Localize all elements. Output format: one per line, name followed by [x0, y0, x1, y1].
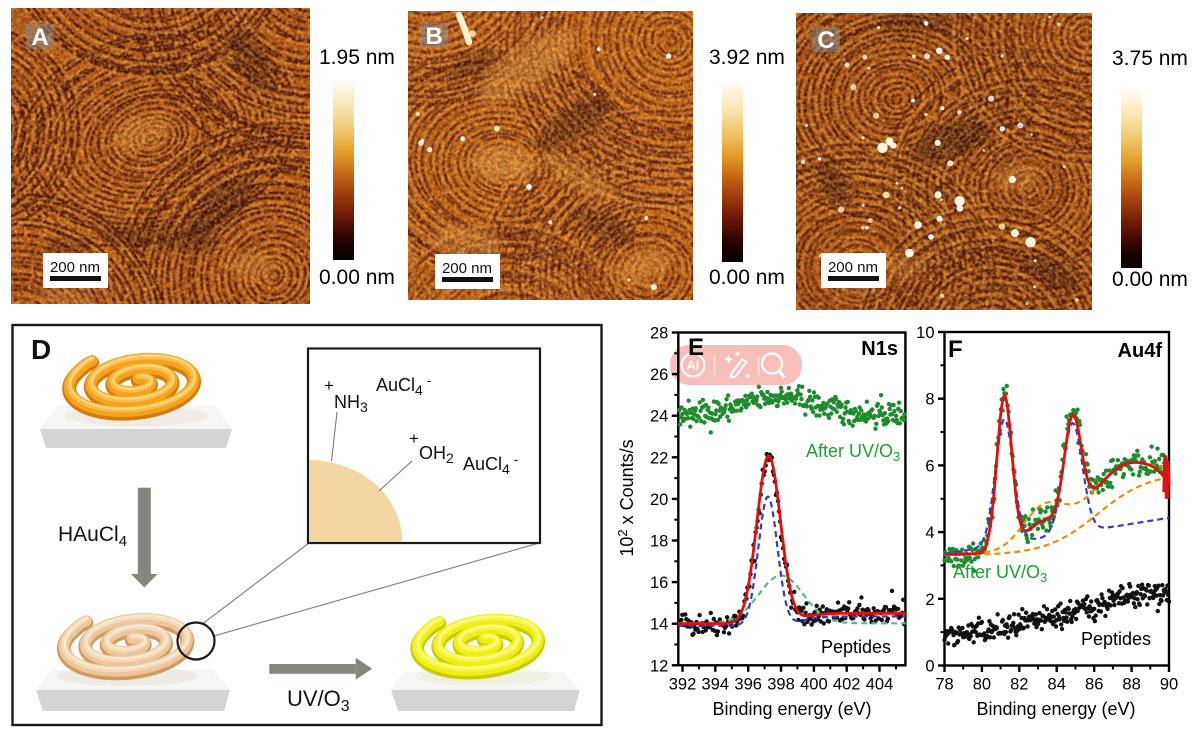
- svg-text:200 nm: 200 nm: [442, 260, 492, 277]
- svg-text:Binding energy (eV): Binding energy (eV): [712, 699, 871, 719]
- svg-text:+: +: [324, 376, 334, 395]
- svg-text:82: 82: [1010, 676, 1028, 694]
- svg-text:UV/O3: UV/O3: [287, 686, 350, 715]
- svg-text:400: 400: [800, 675, 828, 693]
- svg-text:2: 2: [925, 591, 934, 609]
- svg-text:402: 402: [833, 675, 861, 693]
- svg-text:OH2: OH2: [419, 443, 454, 466]
- svg-text:12: 12: [650, 657, 668, 675]
- svg-text:394: 394: [702, 675, 730, 693]
- svg-text:A: A: [31, 24, 48, 51]
- svg-text:80: 80: [973, 676, 991, 694]
- svg-text:8: 8: [925, 391, 934, 409]
- svg-text:88: 88: [1122, 676, 1140, 694]
- svg-text:10: 10: [916, 324, 934, 342]
- svg-text:E: E: [688, 334, 704, 361]
- svg-text:392: 392: [669, 675, 697, 693]
- svg-text:C: C: [817, 27, 834, 54]
- svg-text:4: 4: [925, 524, 934, 542]
- svg-text:HAuCl4: HAuCl4: [58, 523, 127, 550]
- svg-text:24: 24: [650, 408, 668, 426]
- svg-text:200 nm: 200 nm: [50, 259, 100, 276]
- svg-text:0: 0: [925, 658, 934, 676]
- svg-text:Peptides: Peptides: [821, 637, 891, 657]
- svg-text:20: 20: [650, 491, 668, 509]
- svg-text:404: 404: [866, 675, 894, 693]
- svg-text:AuCl4 -: AuCl4 -: [463, 451, 519, 477]
- svg-text:90: 90: [1160, 676, 1178, 694]
- svg-text:D: D: [31, 334, 51, 365]
- svg-text:396: 396: [734, 675, 762, 693]
- svg-text:200 nm: 200 nm: [828, 259, 878, 276]
- svg-text:18: 18: [650, 533, 668, 551]
- svg-text:6: 6: [925, 457, 934, 475]
- svg-text:22: 22: [650, 449, 668, 467]
- svg-text:After UV/O3: After UV/O3: [806, 441, 900, 464]
- svg-text:16: 16: [650, 574, 668, 592]
- svg-text:N1s: N1s: [861, 338, 898, 360]
- svg-text:Binding energy (eV): Binding energy (eV): [976, 699, 1135, 719]
- svg-text:Au4f: Au4f: [1118, 340, 1163, 362]
- svg-text:102 x Counts/s: 102 x Counts/s: [615, 439, 637, 556]
- svg-text:NH3: NH3: [334, 392, 368, 415]
- svg-text:After UV/O3: After UV/O3: [953, 562, 1047, 585]
- svg-text:28: 28: [650, 325, 668, 343]
- svg-text:Peptides: Peptides: [1081, 629, 1151, 649]
- svg-text:26: 26: [650, 366, 668, 384]
- svg-text:B: B: [425, 23, 442, 50]
- svg-text:86: 86: [1085, 676, 1103, 694]
- svg-text:F: F: [948, 336, 963, 363]
- svg-text:78: 78: [935, 676, 953, 694]
- svg-text:AuCl4 -: AuCl4 -: [376, 372, 432, 398]
- svg-text:+: +: [409, 429, 419, 448]
- svg-text:84: 84: [1048, 676, 1066, 694]
- svg-text:398: 398: [767, 675, 795, 693]
- svg-text:14: 14: [650, 616, 668, 634]
- svg-text:AI: AI: [687, 359, 700, 373]
